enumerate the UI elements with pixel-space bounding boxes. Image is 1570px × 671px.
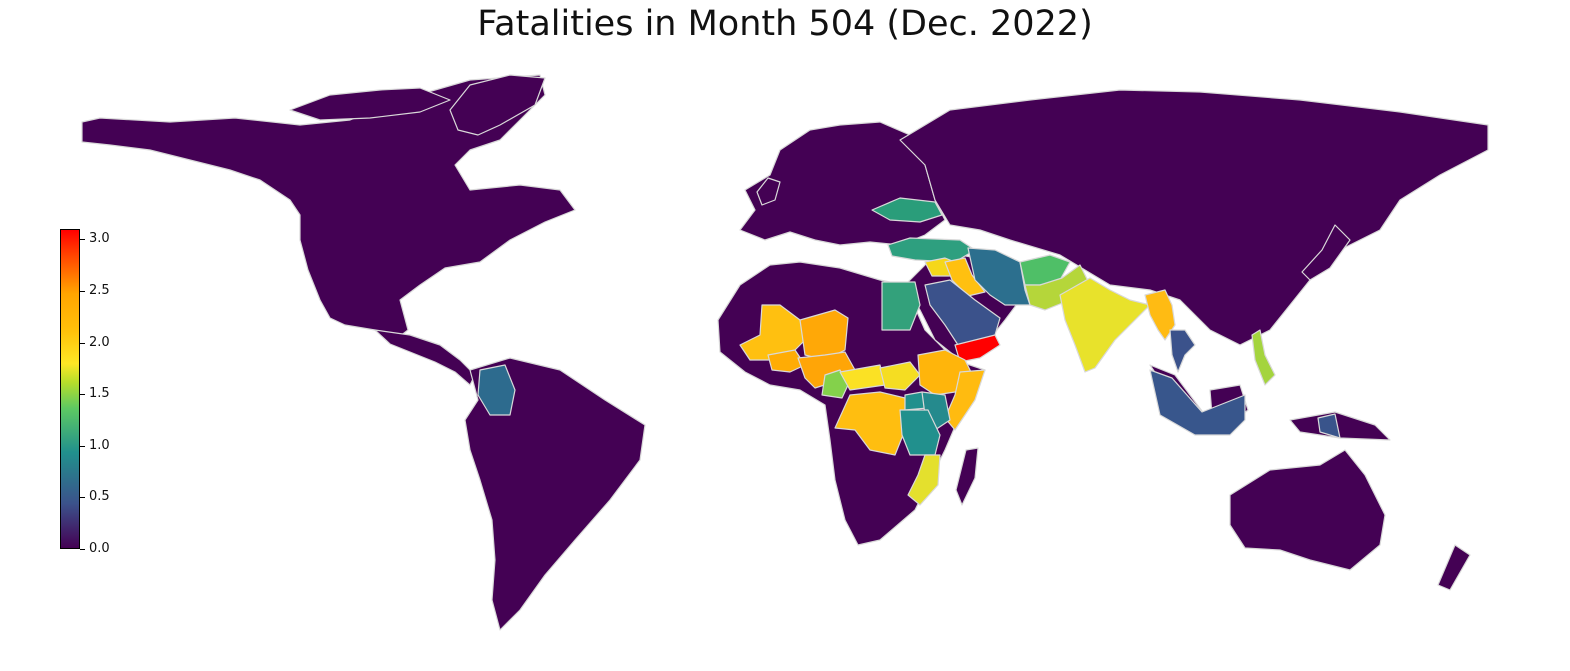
colorbar-tick-mark — [80, 394, 85, 396]
land-uk — [756, 177, 781, 206]
colorbar-tick-mark — [80, 342, 85, 344]
land-madagascar — [955, 447, 979, 506]
country-south-sudan — [879, 361, 921, 391]
colorbar-tick-label: 0.5 — [89, 489, 110, 505]
country-cameroon — [821, 369, 849, 399]
colorbar-tick-label: 1.5 — [89, 386, 110, 402]
colorbar-tick-label: 2.0 — [89, 334, 110, 350]
land-new-guinea — [1289, 411, 1391, 441]
country-colombia — [477, 364, 516, 416]
country-papua-new-guinea — [1317, 413, 1341, 439]
country-thailand — [1169, 329, 1196, 373]
land-japan — [1301, 224, 1351, 281]
country-egypt — [881, 281, 921, 331]
land-south-america — [464, 357, 646, 631]
colorbar-tick-label: 2.5 — [89, 282, 110, 298]
country-philippines — [1251, 329, 1276, 386]
country-indonesia — [1149, 369, 1246, 436]
land-australia — [1229, 449, 1386, 571]
colorbar-tick-label: 0.0 — [89, 541, 110, 556]
country-turkey — [887, 237, 976, 263]
land-north-america — [81, 74, 576, 341]
land-new-zealand — [1437, 544, 1471, 591]
country-niger — [799, 309, 849, 361]
land-central-america — [374, 329, 476, 386]
country-drc — [834, 391, 906, 456]
country-somalia — [944, 369, 986, 431]
colorbar-tick-mark — [80, 497, 85, 499]
land-greenland — [449, 74, 546, 136]
colorbar-tick-mark — [80, 549, 85, 550]
map-title: Fatalities in Month 504 (Dec. 2022) — [477, 4, 1093, 44]
colorbar-tick-label: 1.0 — [89, 437, 110, 453]
colorbar-tick-mark — [80, 290, 85, 292]
land-arctic-islands — [289, 87, 451, 121]
colorbar-tick-mark — [80, 239, 85, 241]
colorbar-tick-mark — [80, 445, 85, 447]
country-mozambique — [907, 454, 941, 506]
country-ukraine — [871, 197, 943, 223]
country-india — [1059, 277, 1151, 373]
highlighted-countries — [477, 197, 1341, 506]
country-burkina-faso — [767, 349, 806, 373]
colorbar-tick-label: 3.0 — [89, 231, 110, 247]
colorbar — [60, 229, 80, 549]
country-iraq — [944, 257, 986, 297]
land-asia — [899, 89, 1489, 346]
